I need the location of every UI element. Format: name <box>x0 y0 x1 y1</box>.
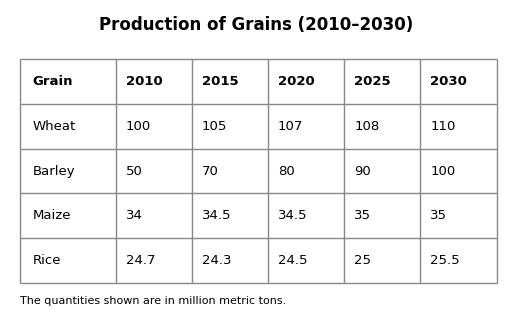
Text: Barley: Barley <box>33 164 75 178</box>
Text: 2020: 2020 <box>278 75 315 88</box>
Text: 25.5: 25.5 <box>431 254 460 267</box>
Text: Rice: Rice <box>33 254 61 267</box>
Text: The quantities shown are in million metric tons.: The quantities shown are in million metr… <box>20 296 287 306</box>
Text: 24.7: 24.7 <box>125 254 155 267</box>
Text: 70: 70 <box>202 164 219 178</box>
Text: 2025: 2025 <box>354 75 391 88</box>
Text: 34: 34 <box>125 209 142 222</box>
Text: 50: 50 <box>125 164 142 178</box>
Text: 2010: 2010 <box>125 75 162 88</box>
Text: 100: 100 <box>125 120 151 133</box>
Text: 80: 80 <box>278 164 295 178</box>
Text: 105: 105 <box>202 120 227 133</box>
Text: 2030: 2030 <box>431 75 467 88</box>
Text: 108: 108 <box>354 120 379 133</box>
Text: 34.5: 34.5 <box>278 209 308 222</box>
Text: 2015: 2015 <box>202 75 239 88</box>
Text: 110: 110 <box>431 120 456 133</box>
Text: 24.5: 24.5 <box>278 254 308 267</box>
Text: 100: 100 <box>431 164 456 178</box>
Text: 90: 90 <box>354 164 371 178</box>
Text: Production of Grains (2010–2030): Production of Grains (2010–2030) <box>99 16 413 35</box>
Text: 107: 107 <box>278 120 304 133</box>
Text: Grain: Grain <box>33 75 73 88</box>
Text: 35: 35 <box>431 209 447 222</box>
Text: Maize: Maize <box>33 209 71 222</box>
Text: 35: 35 <box>354 209 371 222</box>
Text: 25: 25 <box>354 254 371 267</box>
Text: 34.5: 34.5 <box>202 209 231 222</box>
Text: 24.3: 24.3 <box>202 254 231 267</box>
Text: Wheat: Wheat <box>33 120 76 133</box>
